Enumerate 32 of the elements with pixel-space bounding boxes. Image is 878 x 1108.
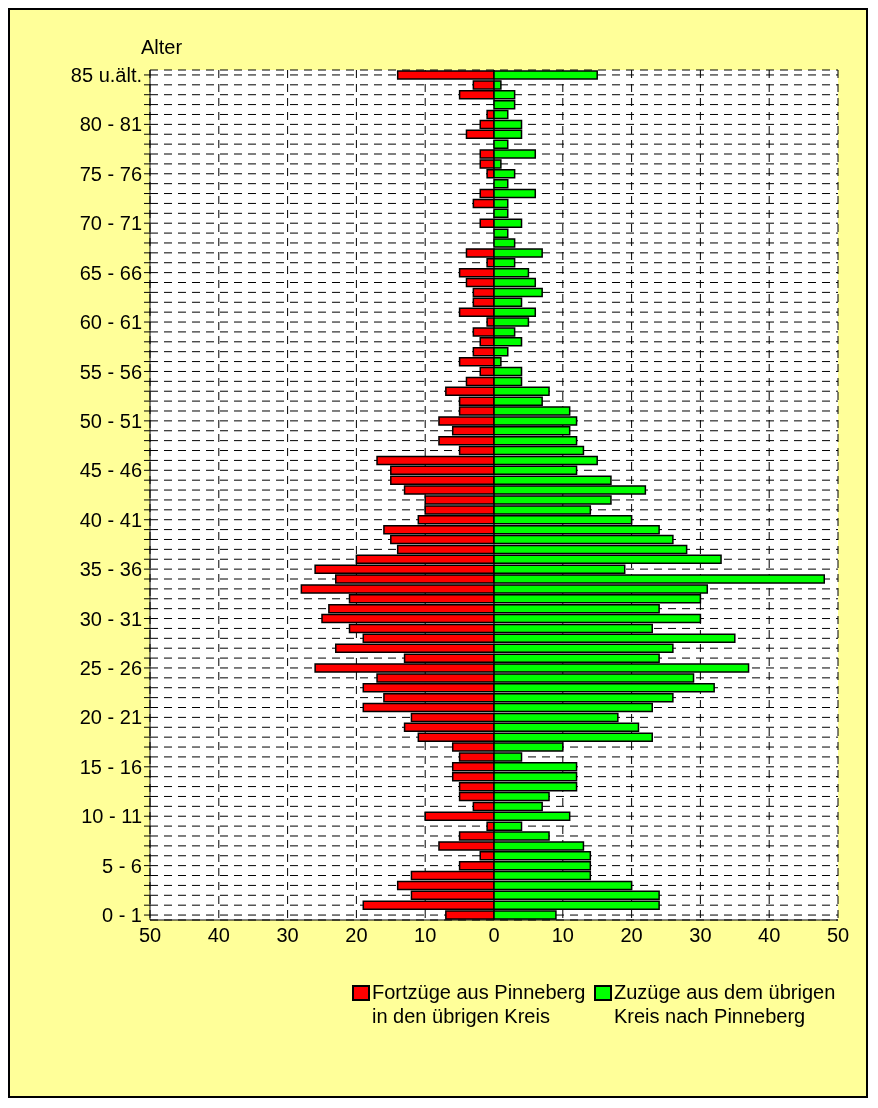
y-tick-label: 10 - 11 bbox=[81, 805, 142, 828]
x-tick-label: 40 bbox=[758, 924, 781, 947]
x-tick-label: 50 bbox=[138, 924, 162, 947]
y-tick-label: 40 - 41 bbox=[79, 508, 142, 531]
y-tick-label: 20 - 21 bbox=[79, 706, 142, 729]
y-tick-label: 75 - 76 bbox=[79, 162, 142, 185]
y-tick-label: 5 - 6 bbox=[101, 854, 142, 877]
y-axis-title: Alter bbox=[141, 36, 183, 59]
y-tick-label: 30 - 31 bbox=[79, 607, 142, 630]
y-tick-label: 35 - 36 bbox=[79, 558, 142, 581]
y-tick-label: 60 - 61 bbox=[79, 311, 142, 334]
x-tick-label: 30 bbox=[276, 924, 299, 947]
x-tick-label: 10 bbox=[551, 924, 574, 947]
x-tick-label: 0 bbox=[488, 924, 500, 947]
y-tick-label: 65 - 66 bbox=[79, 261, 142, 284]
y-tick-label: 25 - 26 bbox=[79, 657, 142, 680]
y-tick-label: 0 - 1 bbox=[101, 904, 142, 927]
y-tick-label: 70 - 71 bbox=[79, 212, 142, 235]
x-tick-label: 50 bbox=[826, 924, 850, 947]
y-tick-label: 55 - 56 bbox=[79, 360, 142, 383]
x-tick-label: 30 bbox=[689, 924, 712, 947]
y-tick-label: 15 - 16 bbox=[79, 755, 142, 778]
y-tick-label: 85 u.ält. bbox=[70, 64, 142, 87]
x-tick-label: 10 bbox=[414, 924, 437, 947]
y-tick-label: 80 - 81 bbox=[79, 113, 142, 136]
y-tick-label: 45 - 46 bbox=[79, 459, 142, 482]
x-tick-label: 40 bbox=[207, 924, 230, 947]
x-tick-label: 20 bbox=[620, 924, 643, 947]
legend-label: Fortzüge aus Pinneberg in den übrigen Kreis bbox=[372, 980, 587, 1028]
y-tick-label: 50 - 51 bbox=[79, 409, 142, 432]
legend-label: Zuzüge aus dem übrigen Kreis nach Pinneberg bbox=[614, 980, 837, 1028]
x-tick-label: 20 bbox=[345, 924, 368, 947]
